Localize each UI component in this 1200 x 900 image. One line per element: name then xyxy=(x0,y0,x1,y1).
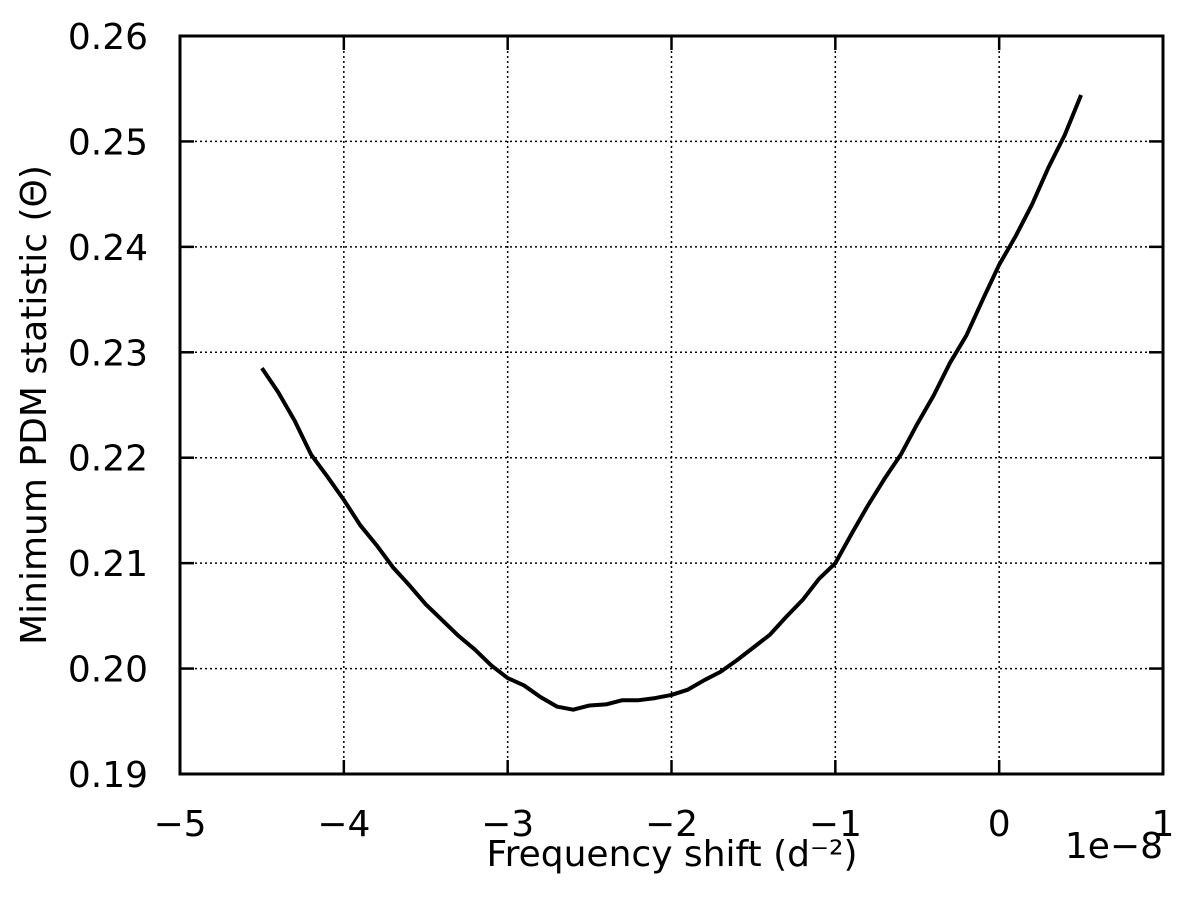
y-tick-label: 0.25 xyxy=(68,122,148,163)
x-tick-label: −3 xyxy=(481,804,534,845)
x-tick-label: −4 xyxy=(317,804,370,845)
y-tick-label: 0.23 xyxy=(68,333,148,374)
y-tick-label: 0.22 xyxy=(68,439,148,480)
data-line xyxy=(260,94,1083,712)
y-tick-label: 0.26 xyxy=(68,17,148,58)
y-tick-label: 0.21 xyxy=(68,544,148,585)
x-tick-label: −2 xyxy=(645,804,698,845)
x-axis-label: Frequency shift (d⁻²) xyxy=(487,834,858,875)
y-tick-label: 0.19 xyxy=(68,755,148,796)
x-tick-label: 1 xyxy=(1152,804,1175,845)
x-offset-label: 1e−8 xyxy=(1065,826,1163,867)
x-tick-label: 0 xyxy=(988,804,1011,845)
plot-frame xyxy=(178,34,1165,776)
x-tick-label: −1 xyxy=(809,804,862,845)
y-tick-label: 0.20 xyxy=(68,650,148,691)
y-axis-label: Minimum PDM statistic (Θ) xyxy=(14,165,55,645)
x-tick-label: −5 xyxy=(153,804,206,845)
y-tick-label: 0.24 xyxy=(68,228,148,269)
